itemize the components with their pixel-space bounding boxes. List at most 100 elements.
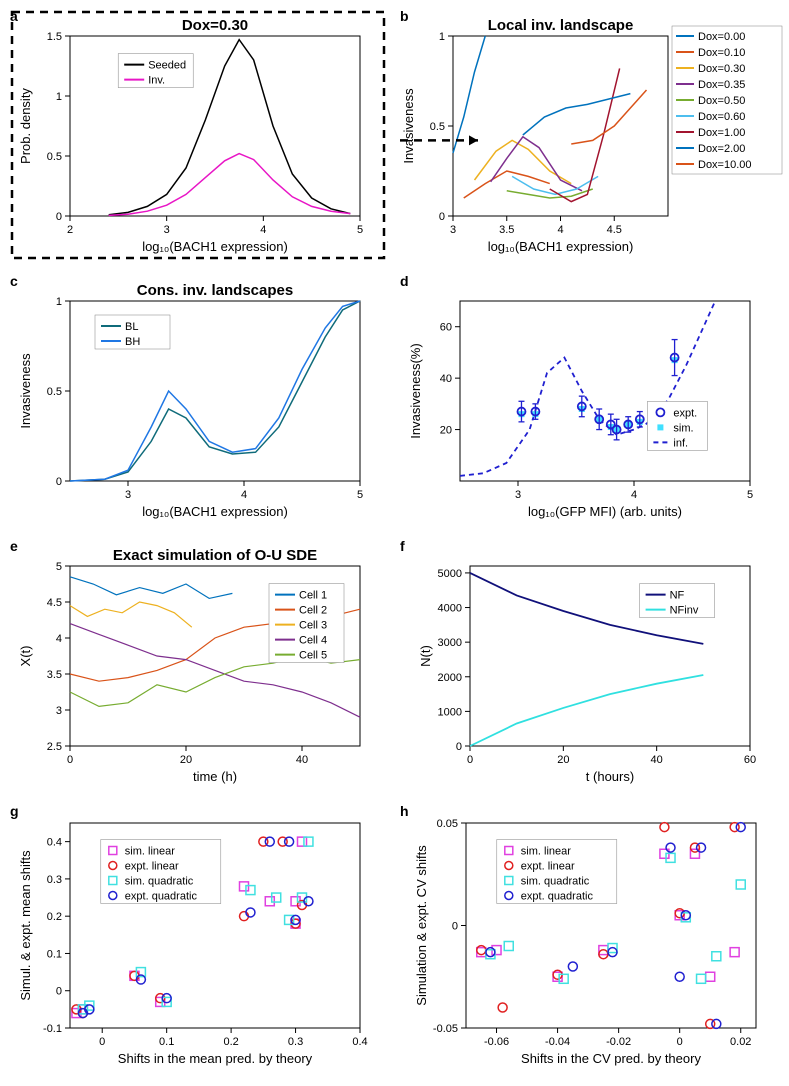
svg-text:Cons. inv. landscapes: Cons. inv. landscapes	[137, 282, 293, 299]
svg-text:Dox=0.50: Dox=0.50	[698, 95, 745, 107]
svg-text:0: 0	[439, 211, 445, 223]
svg-text:1: 1	[56, 296, 62, 308]
svg-text:3: 3	[450, 224, 456, 236]
svg-text:3: 3	[56, 705, 62, 717]
svg-text:-0.04: -0.04	[545, 1036, 570, 1048]
svg-text:60: 60	[440, 322, 452, 334]
svg-text:expt. linear: expt. linear	[521, 861, 575, 873]
panel-d-label: d	[400, 273, 409, 289]
svg-text:0: 0	[456, 741, 462, 753]
svg-text:20: 20	[557, 754, 569, 766]
svg-text:40: 40	[296, 754, 308, 766]
svg-text:sim. linear: sim. linear	[521, 846, 571, 858]
svg-text:2000: 2000	[438, 672, 462, 684]
svg-text:Local inv. landscape: Local inv. landscape	[488, 17, 634, 34]
panel-e: e Exact simulation of O-U SDE020402.533.…	[8, 538, 388, 793]
svg-text:3: 3	[164, 224, 170, 236]
svg-text:Dox=10.00: Dox=10.00	[698, 159, 752, 171]
svg-text:Inv.: Inv.	[148, 75, 165, 87]
svg-text:Simulation & expt. CV shifts: Simulation & expt. CV shifts	[414, 845, 429, 1006]
svg-text:Dox=0.35: Dox=0.35	[698, 79, 745, 91]
svg-text:1.5: 1.5	[47, 31, 62, 43]
svg-text:40: 40	[651, 754, 663, 766]
svg-text:-0.06: -0.06	[484, 1036, 509, 1048]
svg-text:Invasiveness: Invasiveness	[401, 88, 416, 164]
svg-text:Invasiveness(%): Invasiveness(%)	[408, 343, 423, 438]
svg-text:0: 0	[67, 754, 73, 766]
panel-c-label: c	[10, 273, 18, 289]
svg-text:log₁₀(GFP MFI) (arb. units): log₁₀(GFP MFI) (arb. units)	[528, 504, 682, 519]
svg-text:X(t): X(t)	[18, 646, 33, 667]
svg-text:0: 0	[56, 986, 62, 998]
svg-text:5: 5	[56, 561, 62, 573]
svg-text:60: 60	[744, 754, 756, 766]
svg-text:5000: 5000	[438, 568, 462, 580]
panel-b: b Local inv. landscape33.544.500.51log₁₀…	[398, 8, 788, 263]
svg-text:Cell 5: Cell 5	[299, 650, 327, 662]
svg-text:4: 4	[631, 489, 637, 501]
svg-text:4000: 4000	[438, 603, 462, 615]
svg-text:Cell 1: Cell 1	[299, 590, 327, 602]
svg-text:4.5: 4.5	[607, 224, 622, 236]
svg-text:time (h): time (h)	[193, 769, 237, 784]
svg-text:2.5: 2.5	[47, 741, 62, 753]
panel-g: g 00.10.20.30.4-0.100.10.20.30.4Shifts i…	[8, 803, 388, 1078]
svg-text:4: 4	[56, 633, 62, 645]
panel-c: c Cons. inv. landscapes34500.51log₁₀(BAC…	[8, 273, 388, 528]
svg-text:Dox=0.30: Dox=0.30	[182, 17, 248, 34]
plot-h: -0.06-0.04-0.0200.02-0.0500.05Shifts in …	[398, 803, 788, 1078]
svg-text:sim.: sim.	[673, 422, 693, 434]
svg-text:0.02: 0.02	[730, 1036, 751, 1048]
plot-f: 0204060010002000300040005000t (hours)N(t…	[398, 538, 788, 793]
plot-g: 00.10.20.30.4-0.100.10.20.30.4Shifts in …	[8, 803, 388, 1078]
svg-text:Simul. & expt. mean shifts: Simul. & expt. mean shifts	[18, 850, 33, 1001]
svg-text:BL: BL	[125, 321, 138, 333]
svg-text:NFinv: NFinv	[670, 605, 699, 617]
svg-text:Cell 2: Cell 2	[299, 605, 327, 617]
svg-text:Invasiveness: Invasiveness	[18, 353, 33, 429]
svg-text:-0.05: -0.05	[433, 1023, 458, 1035]
panel-d: d 345204060log₁₀(GFP MFI) (arb. units)In…	[398, 273, 788, 528]
svg-text:Shifts in the mean pred. by th: Shifts in the mean pred. by theory	[118, 1051, 313, 1066]
svg-text:4: 4	[241, 489, 247, 501]
svg-text:4: 4	[557, 224, 563, 236]
svg-text:N(t): N(t)	[418, 645, 433, 667]
svg-text:Dox=2.00: Dox=2.00	[698, 143, 745, 155]
panel-e-label: e	[10, 538, 18, 554]
svg-text:sim. quadratic: sim. quadratic	[125, 876, 194, 888]
panel-g-label: g	[10, 803, 19, 819]
svg-text:0.5: 0.5	[430, 121, 445, 133]
svg-text:expt. quadratic: expt. quadratic	[521, 891, 594, 903]
svg-text:Dox=0.10: Dox=0.10	[698, 47, 745, 59]
svg-text:20: 20	[440, 425, 452, 437]
svg-text:0.2: 0.2	[47, 911, 62, 923]
svg-text:sim. quadratic: sim. quadratic	[521, 876, 590, 888]
svg-text:Seeded: Seeded	[148, 60, 186, 72]
plot-c: Cons. inv. landscapes34500.51log₁₀(BACH1…	[8, 273, 388, 528]
svg-text:3.5: 3.5	[499, 224, 514, 236]
svg-text:sim. linear: sim. linear	[125, 846, 175, 858]
svg-text:0: 0	[452, 921, 458, 933]
plot-b: Local inv. landscape33.544.500.51log₁₀(B…	[398, 8, 788, 263]
svg-text:4: 4	[260, 224, 266, 236]
panel-a: a Dox=0.30234500.511.5log₁₀(BACH1 expres…	[8, 8, 388, 263]
svg-text:40: 40	[440, 373, 452, 385]
svg-text:0: 0	[99, 1036, 105, 1048]
svg-text:0.5: 0.5	[47, 386, 62, 398]
plot-a: Dox=0.30234500.511.5log₁₀(BACH1 expressi…	[8, 8, 388, 263]
svg-text:expt.: expt.	[673, 407, 697, 419]
svg-text:0: 0	[56, 476, 62, 488]
panel-h: h -0.06-0.04-0.0200.02-0.0500.05Shifts i…	[398, 803, 788, 1078]
svg-text:Shifts in the CV pred. by theo: Shifts in the CV pred. by theory	[521, 1051, 701, 1066]
svg-text:expt. linear: expt. linear	[125, 861, 179, 873]
svg-text:0.1: 0.1	[47, 948, 62, 960]
panel-f: f 0204060010002000300040005000t (hours)N…	[398, 538, 788, 793]
svg-text:Exact simulation of O-U SDE: Exact simulation of O-U SDE	[113, 547, 317, 564]
svg-text:3: 3	[125, 489, 131, 501]
svg-text:log₁₀(BACH1 expression): log₁₀(BACH1 expression)	[488, 239, 634, 254]
panel-b-label: b	[400, 8, 409, 24]
svg-text:Dox=0.00: Dox=0.00	[698, 31, 745, 43]
plot-d: 345204060log₁₀(GFP MFI) (arb. units)Inva…	[398, 273, 788, 528]
svg-text:0: 0	[467, 754, 473, 766]
panel-h-label: h	[400, 803, 409, 819]
